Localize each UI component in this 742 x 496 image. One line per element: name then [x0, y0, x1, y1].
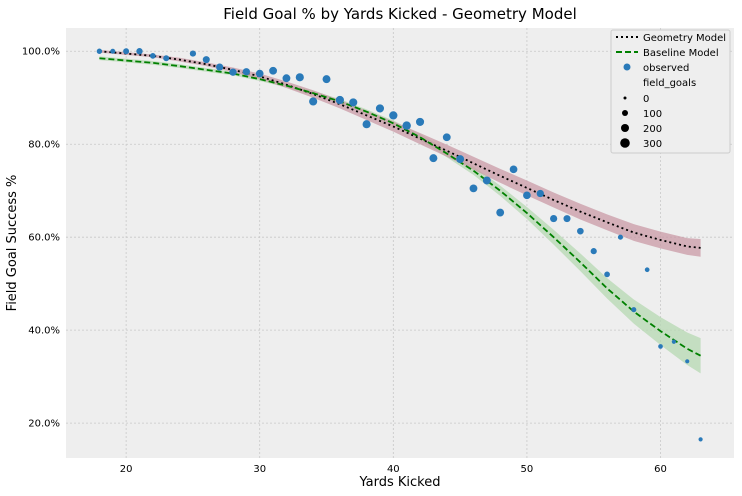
- observed-points: [96, 48, 703, 442]
- observed-point: [631, 307, 637, 313]
- observed-point: [604, 271, 610, 278]
- observed-point: [577, 227, 584, 235]
- observed-point: [685, 359, 690, 364]
- x-tick-label: 20: [120, 464, 133, 475]
- observed-point: [322, 75, 331, 84]
- observed-point: [563, 215, 571, 223]
- legend-size-300-label: 300: [643, 139, 662, 150]
- legend: Geometry Model Baseline Model observed f…: [610, 29, 731, 154]
- baseline-model-line: [99, 57, 702, 357]
- observed-point: [96, 48, 103, 54]
- observed-point: [658, 344, 663, 349]
- observed-point: [189, 50, 197, 57]
- legend-observed-marker: [623, 63, 631, 71]
- x-tick-label: 40: [387, 464, 400, 475]
- legend-size-0-marker: [623, 96, 627, 100]
- legend-size-100-marker: [622, 110, 628, 116]
- observed-point: [269, 66, 277, 75]
- observed-point: [229, 68, 237, 76]
- legend-size-300-marker: [620, 138, 630, 148]
- legend-size-100-label: 100: [643, 109, 662, 120]
- legend-geometry-label: Geometry Model: [643, 33, 726, 44]
- observed-point: [698, 437, 703, 442]
- observed-point: [671, 339, 676, 344]
- legend-size-200-label: 200: [643, 124, 662, 135]
- observed-point: [469, 184, 478, 193]
- y-axis-label: Field Goal Success %: [5, 175, 20, 312]
- x-tick-label: 50: [521, 464, 534, 475]
- legend-size-title: field_goals: [643, 78, 696, 89]
- observed-point: [309, 97, 318, 106]
- observed-point: [163, 55, 170, 62]
- legend-baseline-label: Baseline Model: [643, 48, 719, 59]
- observed-point: [590, 248, 597, 255]
- legend-size-0-label: 0: [643, 94, 649, 105]
- geometry-confidence-band: [99, 49, 701, 257]
- confidence-bands: [99, 49, 701, 374]
- observed-point: [389, 111, 398, 120]
- observed-point: [482, 176, 491, 185]
- chart-title: Field Goal % by Yards Kicked - Geometry …: [223, 5, 577, 23]
- observed-point: [402, 121, 411, 130]
- observed-point: [216, 63, 224, 71]
- observed-point: [362, 120, 371, 129]
- legend-box: [610, 29, 731, 154]
- y-tick-label: 80.0%: [28, 140, 60, 151]
- legend-size-200-marker: [621, 124, 629, 132]
- observed-point: [335, 95, 345, 105]
- observed-point: [456, 155, 465, 164]
- observed-point: [282, 74, 291, 83]
- y-tick-label: 20.0%: [28, 419, 60, 430]
- observed-point: [375, 104, 385, 113]
- y-tick-label: 40.0%: [28, 326, 60, 337]
- observed-point: [442, 133, 451, 142]
- observed-point: [349, 98, 358, 107]
- legend-observed-label: observed: [643, 63, 689, 74]
- observed-point: [536, 189, 544, 198]
- observed-point: [202, 56, 210, 64]
- observed-point: [242, 68, 250, 76]
- observed-point: [136, 48, 143, 55]
- x-axis: 20 30 40 50 60: [120, 464, 667, 475]
- observed-point: [550, 215, 558, 223]
- y-axis: 20.0% 40.0% 60.0% 80.0% 100.0%: [22, 47, 60, 430]
- x-tick-label: 30: [253, 464, 266, 475]
- observed-point: [523, 191, 531, 200]
- observed-point: [617, 234, 623, 240]
- observed-point: [149, 53, 156, 59]
- y-tick-label: 100.0%: [22, 47, 60, 58]
- x-tick-label: 60: [654, 464, 667, 475]
- observed-point: [429, 154, 438, 163]
- y-tick-label: 60.0%: [28, 233, 60, 244]
- observed-point: [255, 69, 264, 78]
- observed-point: [123, 48, 130, 55]
- geometry-model-line: [99, 50, 701, 249]
- observed-point: [509, 165, 518, 174]
- observed-point: [110, 48, 116, 54]
- model-lines: [99, 50, 702, 357]
- observed-point: [415, 117, 425, 126]
- observed-point: [496, 208, 505, 217]
- observed-point: [295, 73, 304, 82]
- x-axis-label: Yards Kicked: [359, 475, 441, 490]
- observed-point: [644, 267, 650, 273]
